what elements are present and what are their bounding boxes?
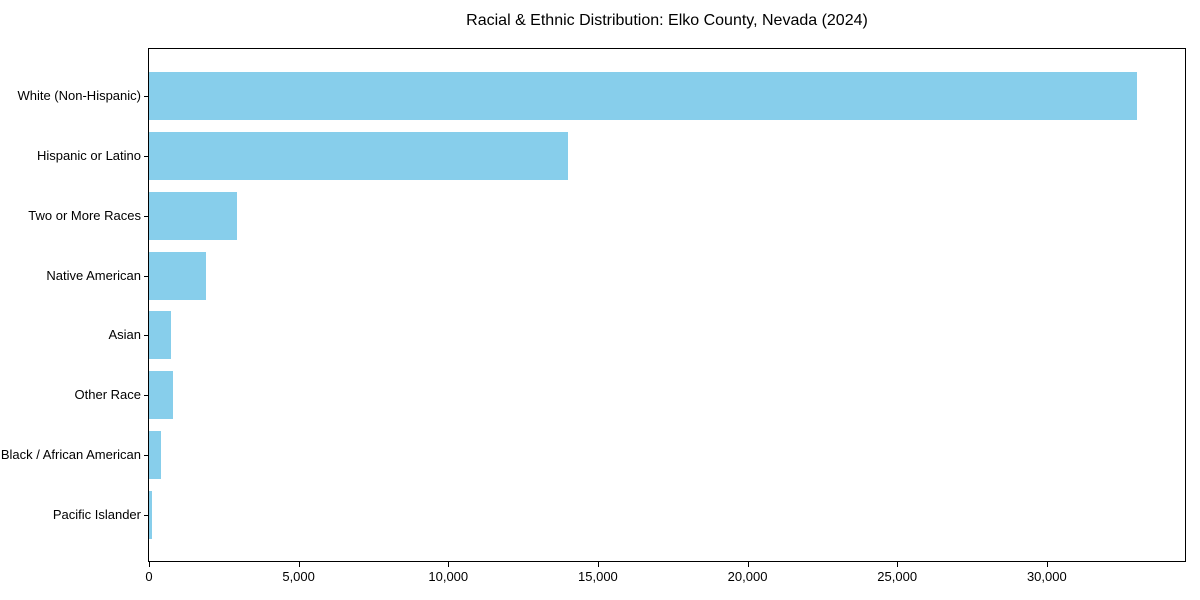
y-tick-white-non-hispanic [144,96,149,98]
chart-title: Racial & Ethnic Distribution: Elko Count… [466,12,868,29]
x-tick-2 [448,562,450,567]
y-label-other-race: Other Race [74,387,141,403]
bar-other-race [149,371,174,420]
x-tick-4 [747,562,749,567]
x-tick-5 [897,562,899,567]
x-tick-0 [149,562,150,567]
x-tick-label-5: 25,000 [877,569,918,584]
y-tick-other-race [144,395,149,397]
x-tick-6 [1046,562,1048,567]
y-tick-hispanic-or-latino [144,156,149,158]
x-tick-1 [298,562,300,567]
x-tick-label-4: 20,000 [727,569,768,584]
bar-hispanic-or-latino [149,132,568,180]
bar-pacific-islander [149,490,152,539]
bar-asian [149,311,172,360]
x-tick-3 [597,562,599,567]
y-label-pacific-islander: Pacific Islander [52,506,141,522]
y-label-hispanic-or-latino: Hispanic or Latino [36,148,141,164]
y-tick-asian [144,335,149,337]
x-tick-label-0: 0 [145,569,153,584]
bar-black-african-american [149,431,162,479]
y-tick-native-american [144,275,149,277]
x-tick-label-2: 10,000 [428,569,469,584]
y-label-asian: Asian [108,327,141,343]
bar-two-or-more-races [149,191,238,240]
y-label-white-non-hispanic: White (Non-Hispanic) [17,88,141,104]
y-label-native-american: Native American [46,267,141,283]
x-tick-label-6: 30,000 [1026,569,1067,584]
bar-native-american [149,251,206,300]
y-label-black-african-american: Black / African American [0,446,141,462]
plot-area [148,48,1186,562]
x-tick-label-3: 15,000 [578,569,618,584]
x-tick-label-1: 5,000 [282,569,315,584]
bar-white-non-hispanic [149,72,1137,121]
y-tick-two-or-more-races [144,215,149,217]
y-tick-black-african-american [144,454,149,456]
y-label-two-or-more-races: Two or More Races [28,207,141,223]
y-tick-pacific-islander [144,514,149,516]
